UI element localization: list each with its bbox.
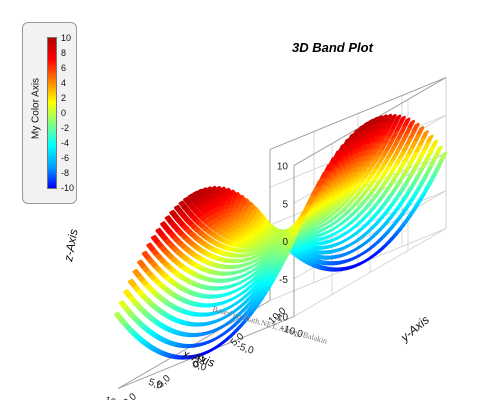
band-segment [192, 190, 202, 200]
band-segment [150, 234, 160, 244]
x-tick-label: 0,0 [191, 359, 208, 374]
z-axis-title: z-Axis [61, 228, 81, 264]
color-bar-tick-label: -6 [61, 153, 70, 163]
y-tick-label: -10,0 [115, 391, 140, 400]
band-segment [127, 278, 137, 288]
color-bar-tick-label: 8 [61, 48, 67, 58]
x-tick-label: 10,0 [103, 395, 125, 400]
color-bar-tick-label: -4 [61, 138, 70, 148]
color-axis-title: My Color Axis [30, 77, 42, 140]
z-tick-label: -10 [274, 313, 289, 324]
band-segment [118, 300, 128, 309]
color-bar-tick-label: 6 [61, 63, 67, 73]
band-segment [183, 196, 192, 206]
band-segment [196, 188, 206, 198]
color-bar-tick-label: 10 [61, 33, 72, 43]
x-tick-label: -5,0 [235, 341, 255, 357]
band-segment [141, 250, 151, 260]
band-segment [146, 242, 156, 252]
color-bar-tick-label: -10 [61, 183, 75, 193]
band-segment [164, 215, 174, 224]
z-tick-label: 10 [277, 162, 289, 173]
band [114, 239, 296, 360]
color-bar [47, 37, 57, 189]
band-segment [201, 187, 211, 196]
band-segment [132, 268, 142, 278]
band-segment [123, 289, 133, 298]
band-segment [114, 311, 123, 321]
color-legend: My Color Axis 10 8 6 4 2 0 -2 -4 -6 -8 -10 [22, 22, 77, 204]
color-bar-tick-label: -2 [61, 123, 70, 133]
band-segment [173, 204, 183, 214]
color-bar-tick-label: 4 [61, 78, 67, 88]
band-segment [187, 193, 197, 203]
z-tick-label: 5 [282, 199, 288, 210]
chart-title: 3D Band Plot [292, 40, 374, 55]
band-segment [160, 221, 169, 230]
color-bar-tick-label: 0 [61, 108, 67, 118]
band-segment [178, 200, 188, 210]
band-segment [137, 259, 146, 269]
band-segment [169, 209, 179, 219]
color-bar-tick-label: -8 [61, 168, 70, 178]
box-edge [269, 77, 447, 150]
z-tick-label: 0 [282, 237, 288, 248]
color-bar-tick-label: 2 [61, 93, 67, 103]
z-tick-label: -5 [279, 275, 288, 286]
band-segment [155, 227, 165, 237]
bands [114, 113, 448, 360]
x-tick-label: 5,0 [147, 377, 164, 392]
y-axis-title: y-Axis [397, 313, 432, 345]
